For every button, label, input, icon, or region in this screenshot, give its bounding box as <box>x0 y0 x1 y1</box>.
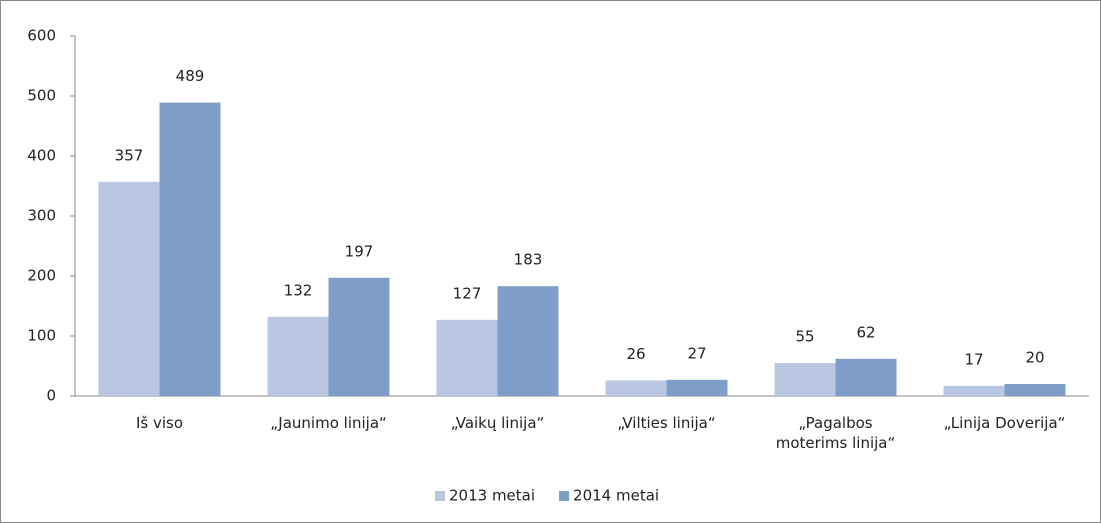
value-label: 17 <box>964 350 983 368</box>
value-label: 183 <box>514 251 543 269</box>
x-tick-label: „Jaunimo linija“ <box>270 414 387 432</box>
value-label: 26 <box>626 345 645 363</box>
x-tick-label: „Linija Doverija“ <box>943 414 1066 432</box>
value-label: 127 <box>453 284 482 302</box>
y-tick-label: 0 <box>46 387 56 405</box>
value-label: 27 <box>687 344 706 362</box>
y-tick-label: 300 <box>27 207 56 225</box>
bar <box>1004 384 1066 396</box>
bar <box>159 102 221 396</box>
bar <box>943 385 1005 396</box>
legend-label: 2013 metai <box>449 487 535 505</box>
x-tick-label: „Vaikų linija“ <box>450 414 545 432</box>
bar <box>774 363 836 396</box>
y-tick-label: 400 <box>27 147 56 165</box>
y-tick-label: 600 <box>27 27 56 45</box>
bar <box>497 286 559 396</box>
legend-label: 2014 metai <box>573 487 659 505</box>
bar <box>98 181 160 396</box>
value-label: 62 <box>856 323 875 341</box>
value-label: 357 <box>115 146 144 164</box>
value-label: 132 <box>284 281 313 299</box>
y-tick-label: 500 <box>27 87 56 105</box>
x-tick-label: „Pagalbos moterims linija“ <box>775 414 896 452</box>
value-label: 197 <box>345 242 374 260</box>
value-label: 20 <box>1025 349 1044 367</box>
bar <box>328 277 390 396</box>
value-label: 489 <box>176 67 205 85</box>
legend-swatch <box>435 491 445 501</box>
value-label: 55 <box>795 328 814 346</box>
x-tick-label: Iš viso <box>135 414 184 432</box>
bar <box>267 316 329 396</box>
x-tick-label: „Vilties linija“ <box>617 414 716 432</box>
bar <box>666 379 728 396</box>
y-tick-label: 200 <box>27 267 56 285</box>
bar <box>436 319 498 396</box>
bar <box>835 358 897 396</box>
legend-swatch <box>559 491 570 501</box>
y-tick-label: 100 <box>27 327 56 345</box>
bar <box>605 380 667 396</box>
